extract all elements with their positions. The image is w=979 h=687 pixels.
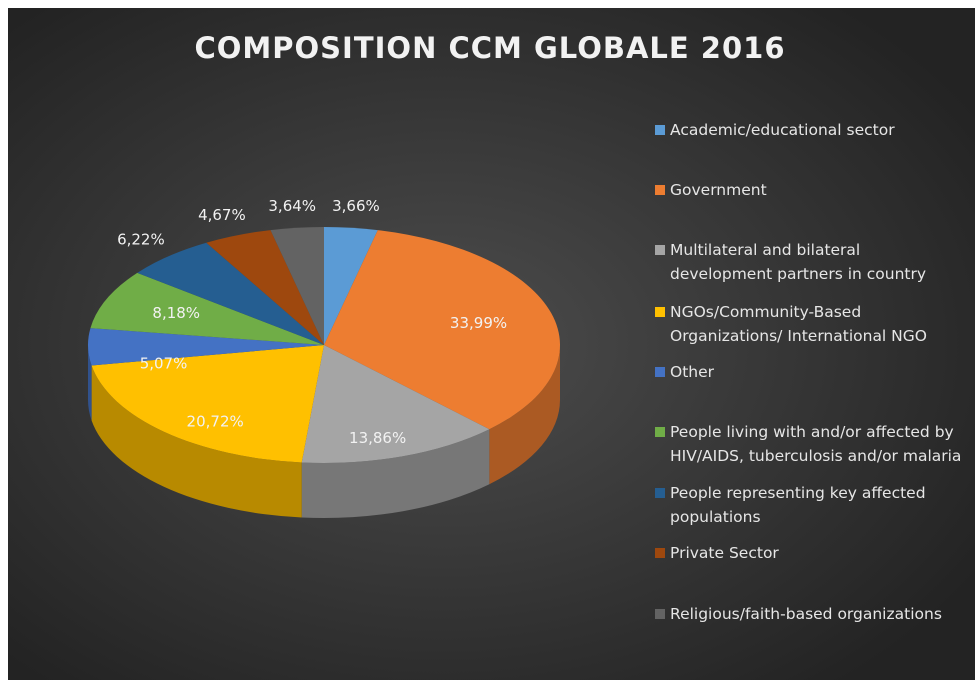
legend-swatch xyxy=(655,488,665,498)
data-label: 20,72% xyxy=(187,412,244,430)
legend-swatch xyxy=(655,185,665,195)
slice xyxy=(301,345,490,463)
legend-swatch xyxy=(655,548,665,558)
data-label: 8,18% xyxy=(152,304,200,322)
legend-label: Academic/educational sector xyxy=(670,121,895,139)
legend-swatch xyxy=(655,125,665,135)
legend-swatch xyxy=(655,307,665,317)
slice-side xyxy=(489,345,560,485)
legend-item: Multilateral and bilateral development p… xyxy=(655,238,926,286)
data-label: 4,67% xyxy=(198,206,246,224)
slice xyxy=(324,230,560,430)
slice xyxy=(91,345,324,463)
legend-swatch xyxy=(655,427,665,437)
legend-item: Academic/educational sector xyxy=(655,118,895,142)
slice xyxy=(137,242,324,345)
legend-label: Government xyxy=(670,181,767,199)
slice xyxy=(88,328,324,366)
data-label: 3,64% xyxy=(268,197,316,215)
data-label: 13,86% xyxy=(349,429,406,447)
data-label: 3,66% xyxy=(332,197,380,215)
legend-item: People living with and/or affected by HI… xyxy=(655,420,961,468)
legend-item: People representing key affected populat… xyxy=(655,481,926,529)
chart-title: COMPOSITION CCM GLOBALE 2016 xyxy=(194,31,785,65)
slice-side xyxy=(91,365,302,518)
legend-swatch xyxy=(655,609,665,619)
data-label: 33,99% xyxy=(450,314,507,332)
data-label: 6,22% xyxy=(117,231,165,249)
slice xyxy=(206,230,324,345)
legend-item: Religious/faith-based organizations xyxy=(655,602,942,626)
slice xyxy=(270,227,324,345)
legend-item: NGOs/Community-Based Organizations/ Inte… xyxy=(655,300,927,348)
legend-label: Other xyxy=(670,363,715,381)
legend-item: Other xyxy=(655,360,714,384)
data-label: 5,07% xyxy=(140,355,188,373)
slice xyxy=(90,272,324,345)
legend-swatch xyxy=(655,245,665,255)
slice xyxy=(324,227,378,345)
legend-item: Government xyxy=(655,178,767,202)
slice-side xyxy=(301,429,490,518)
legend-label: People representing key affected populat… xyxy=(670,484,926,526)
legend-label: Religious/faith-based organizations xyxy=(670,605,942,623)
slice-side xyxy=(88,345,92,421)
legend-label: People living with and/or affected by HI… xyxy=(670,423,962,465)
legend-swatch xyxy=(655,367,665,377)
legend-label: Multilateral and bilateral development p… xyxy=(670,241,927,283)
legend-item: Private Sector xyxy=(655,541,779,565)
legend-label: Private Sector xyxy=(670,544,779,562)
legend-label: NGOs/Community-Based Organizations/ Inte… xyxy=(670,303,927,345)
